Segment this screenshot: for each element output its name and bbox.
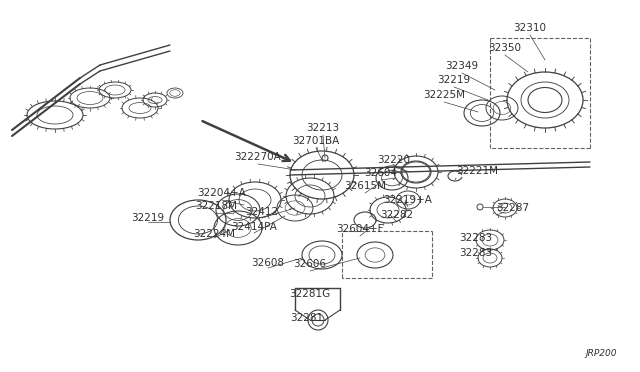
Text: 32412: 32412 <box>245 207 278 217</box>
Text: 32349: 32349 <box>445 61 479 71</box>
Text: 32204+A: 32204+A <box>198 188 246 198</box>
Text: 32218M: 32218M <box>195 201 237 211</box>
Text: JRP200: JRP200 <box>586 349 617 358</box>
Text: 32287: 32287 <box>496 203 529 213</box>
Text: 32281G: 32281G <box>289 289 331 299</box>
Text: 32414PA: 32414PA <box>231 222 277 232</box>
Text: 32604: 32604 <box>365 168 397 178</box>
Text: 32219+A: 32219+A <box>383 195 433 205</box>
Text: 32281: 32281 <box>291 313 324 323</box>
Text: 32282: 32282 <box>380 210 413 220</box>
Text: 32604+F: 32604+F <box>336 224 384 234</box>
Text: 32350: 32350 <box>488 43 522 53</box>
Text: 32608: 32608 <box>252 258 285 268</box>
Text: 32310: 32310 <box>513 23 547 33</box>
Text: 32615M: 32615M <box>344 181 386 191</box>
Text: 32225M: 32225M <box>423 90 465 100</box>
Text: 32219: 32219 <box>437 75 470 85</box>
Text: 32213: 32213 <box>307 123 340 133</box>
Text: 32283: 32283 <box>460 233 493 243</box>
Text: 32221M: 32221M <box>456 166 498 176</box>
Text: 32283: 32283 <box>460 248 493 258</box>
Text: 32220: 32220 <box>378 155 410 165</box>
Text: 32701BA: 32701BA <box>292 136 340 146</box>
Text: 32224M: 32224M <box>193 229 235 239</box>
Text: 32219: 32219 <box>131 213 164 223</box>
Text: 322270A: 322270A <box>235 152 282 162</box>
Text: 32606: 32606 <box>294 259 326 269</box>
